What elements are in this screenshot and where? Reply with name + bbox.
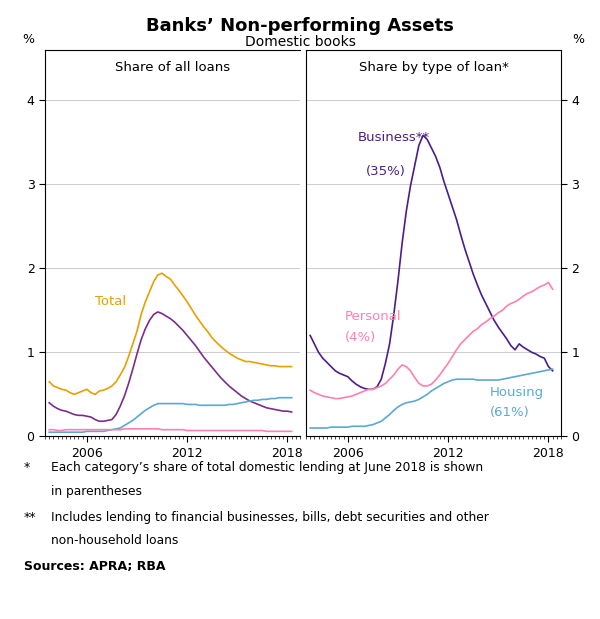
Text: **: ** (24, 511, 37, 524)
Text: Total: Total (95, 295, 126, 308)
Text: (61%): (61%) (490, 406, 530, 419)
Text: Sources: APRA; RBA: Sources: APRA; RBA (24, 560, 166, 573)
Text: Share by type of loan*: Share by type of loan* (359, 61, 508, 74)
Text: Housing: Housing (490, 386, 544, 399)
Text: non-household loans: non-household loans (51, 534, 178, 547)
Text: %: % (572, 33, 584, 46)
Text: Domestic books: Domestic books (245, 35, 355, 49)
Text: (4%): (4%) (344, 331, 376, 344)
Text: Business**: Business** (358, 131, 430, 144)
Text: (35%): (35%) (366, 165, 406, 178)
Text: *: * (24, 461, 30, 474)
Text: %: % (22, 33, 34, 46)
Text: Includes lending to financial businesses, bills, debt securities and other: Includes lending to financial businesses… (51, 511, 489, 524)
Text: Banks’ Non-performing Assets: Banks’ Non-performing Assets (146, 17, 454, 35)
Text: Share of all loans: Share of all loans (115, 61, 230, 74)
Text: Each category’s share of total domestic lending at June 2018 is shown: Each category’s share of total domestic … (51, 461, 483, 474)
Text: Personal: Personal (344, 311, 401, 324)
Text: in parentheses: in parentheses (51, 485, 142, 498)
